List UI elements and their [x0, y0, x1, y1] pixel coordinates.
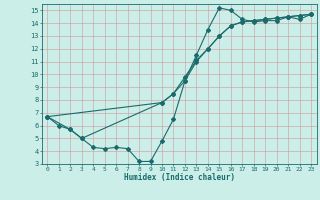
- X-axis label: Humidex (Indice chaleur): Humidex (Indice chaleur): [124, 173, 235, 182]
